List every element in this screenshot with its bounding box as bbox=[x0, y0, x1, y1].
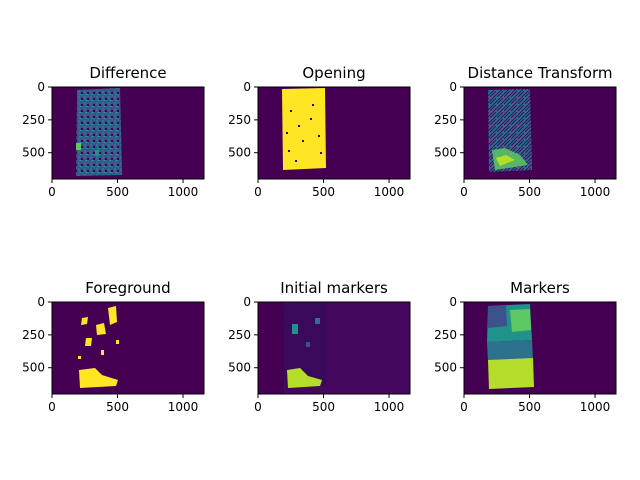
y-tick-label: 0 bbox=[37, 80, 45, 94]
x-tick-label: 1000 bbox=[168, 185, 199, 199]
image-area bbox=[258, 87, 410, 179]
texture-highlight bbox=[95, 150, 99, 156]
marker-blob bbox=[287, 368, 322, 388]
y-tick-label: 0 bbox=[243, 295, 251, 309]
y-tick-label: 500 bbox=[228, 146, 251, 160]
x-tick-label: 1000 bbox=[374, 400, 405, 414]
x-tick-label: 500 bbox=[518, 400, 541, 414]
y-tick-label: 500 bbox=[434, 146, 457, 160]
panel-opening: Opening bbox=[257, 64, 411, 180]
texture-highlight bbox=[76, 143, 81, 150]
segment-region bbox=[488, 305, 507, 328]
object-region bbox=[76, 88, 122, 176]
image-area bbox=[464, 87, 616, 179]
object-mask bbox=[282, 88, 326, 170]
panel-title: Distance Transform bbox=[468, 64, 613, 82]
mask-holes bbox=[286, 104, 322, 162]
panel-title: Foreground bbox=[85, 279, 170, 297]
background bbox=[464, 302, 616, 394]
axes-frame bbox=[257, 301, 411, 395]
marker-blob bbox=[292, 324, 298, 334]
background bbox=[52, 87, 204, 179]
background bbox=[258, 87, 410, 179]
panel-title: Difference bbox=[89, 64, 166, 82]
panel-difference: Difference bbox=[51, 64, 205, 180]
panel-initial-markers: Initial markers bbox=[257, 279, 411, 395]
x-tick-label: 500 bbox=[312, 185, 335, 199]
left-strip bbox=[258, 302, 284, 394]
axes-frame bbox=[51, 86, 205, 180]
x-tick-label: 0 bbox=[460, 185, 468, 199]
x-tick-label: 1000 bbox=[580, 400, 611, 414]
x-tick-label: 500 bbox=[518, 185, 541, 199]
axes-frame bbox=[51, 301, 205, 395]
panel-title: Opening bbox=[302, 64, 365, 82]
y-tick-label: 250 bbox=[228, 113, 251, 127]
x-tick-label: 0 bbox=[460, 400, 468, 414]
foreground-blobs bbox=[78, 306, 119, 388]
y-tick-label: 250 bbox=[434, 113, 457, 127]
y-tick-label: 0 bbox=[37, 295, 45, 309]
image-area bbox=[52, 87, 204, 179]
ticks-layer: 0 500 1000 0 250 500 0 500 1000 0 250 500 0 500 1000 0 2… bbox=[22, 80, 610, 414]
y-tick-label: 500 bbox=[434, 361, 457, 375]
panel-title: Initial markers bbox=[280, 279, 388, 297]
marker-blob bbox=[315, 318, 320, 324]
panel-distance-transform: Distance Transform bbox=[463, 64, 617, 180]
image-area bbox=[258, 302, 410, 394]
x-tick-label: 1000 bbox=[168, 400, 199, 414]
image-area bbox=[52, 302, 204, 394]
x-tick-label: 0 bbox=[48, 185, 56, 199]
y-tick-label: 250 bbox=[22, 113, 45, 127]
marker-blob bbox=[306, 342, 310, 347]
image-area bbox=[464, 302, 616, 394]
x-tick-label: 1000 bbox=[580, 185, 611, 199]
y-tick-label: 500 bbox=[228, 361, 251, 375]
y-tick-label: 500 bbox=[22, 146, 45, 160]
background bbox=[52, 302, 204, 394]
x-tick-label: 1000 bbox=[374, 185, 405, 199]
y-tick-label: 500 bbox=[22, 361, 45, 375]
segment-region bbox=[510, 309, 531, 332]
y-tick-label: 0 bbox=[449, 80, 457, 94]
panel-title: Markers bbox=[510, 279, 570, 297]
panel-markers: Markers bbox=[463, 279, 617, 395]
distance-peak-core bbox=[496, 155, 515, 166]
y-tick-label: 0 bbox=[243, 80, 251, 94]
segment-region bbox=[487, 340, 533, 362]
x-tick-label: 0 bbox=[254, 400, 262, 414]
y-tick-label: 250 bbox=[228, 328, 251, 342]
axes-frame bbox=[257, 86, 411, 180]
x-tick-label: 0 bbox=[254, 185, 262, 199]
x-tick-label: 500 bbox=[312, 400, 335, 414]
segment-region bbox=[488, 358, 534, 389]
x-tick-label: 500 bbox=[106, 400, 129, 414]
panel-foreground: Foreground bbox=[51, 279, 205, 395]
axes-frame bbox=[463, 86, 617, 180]
background bbox=[464, 87, 616, 179]
y-tick-label: 250 bbox=[22, 328, 45, 342]
x-tick-label: 0 bbox=[48, 400, 56, 414]
y-tick-label: 250 bbox=[434, 328, 457, 342]
axes-frame bbox=[463, 301, 617, 395]
y-tick-label: 0 bbox=[449, 295, 457, 309]
x-tick-label: 500 bbox=[106, 185, 129, 199]
